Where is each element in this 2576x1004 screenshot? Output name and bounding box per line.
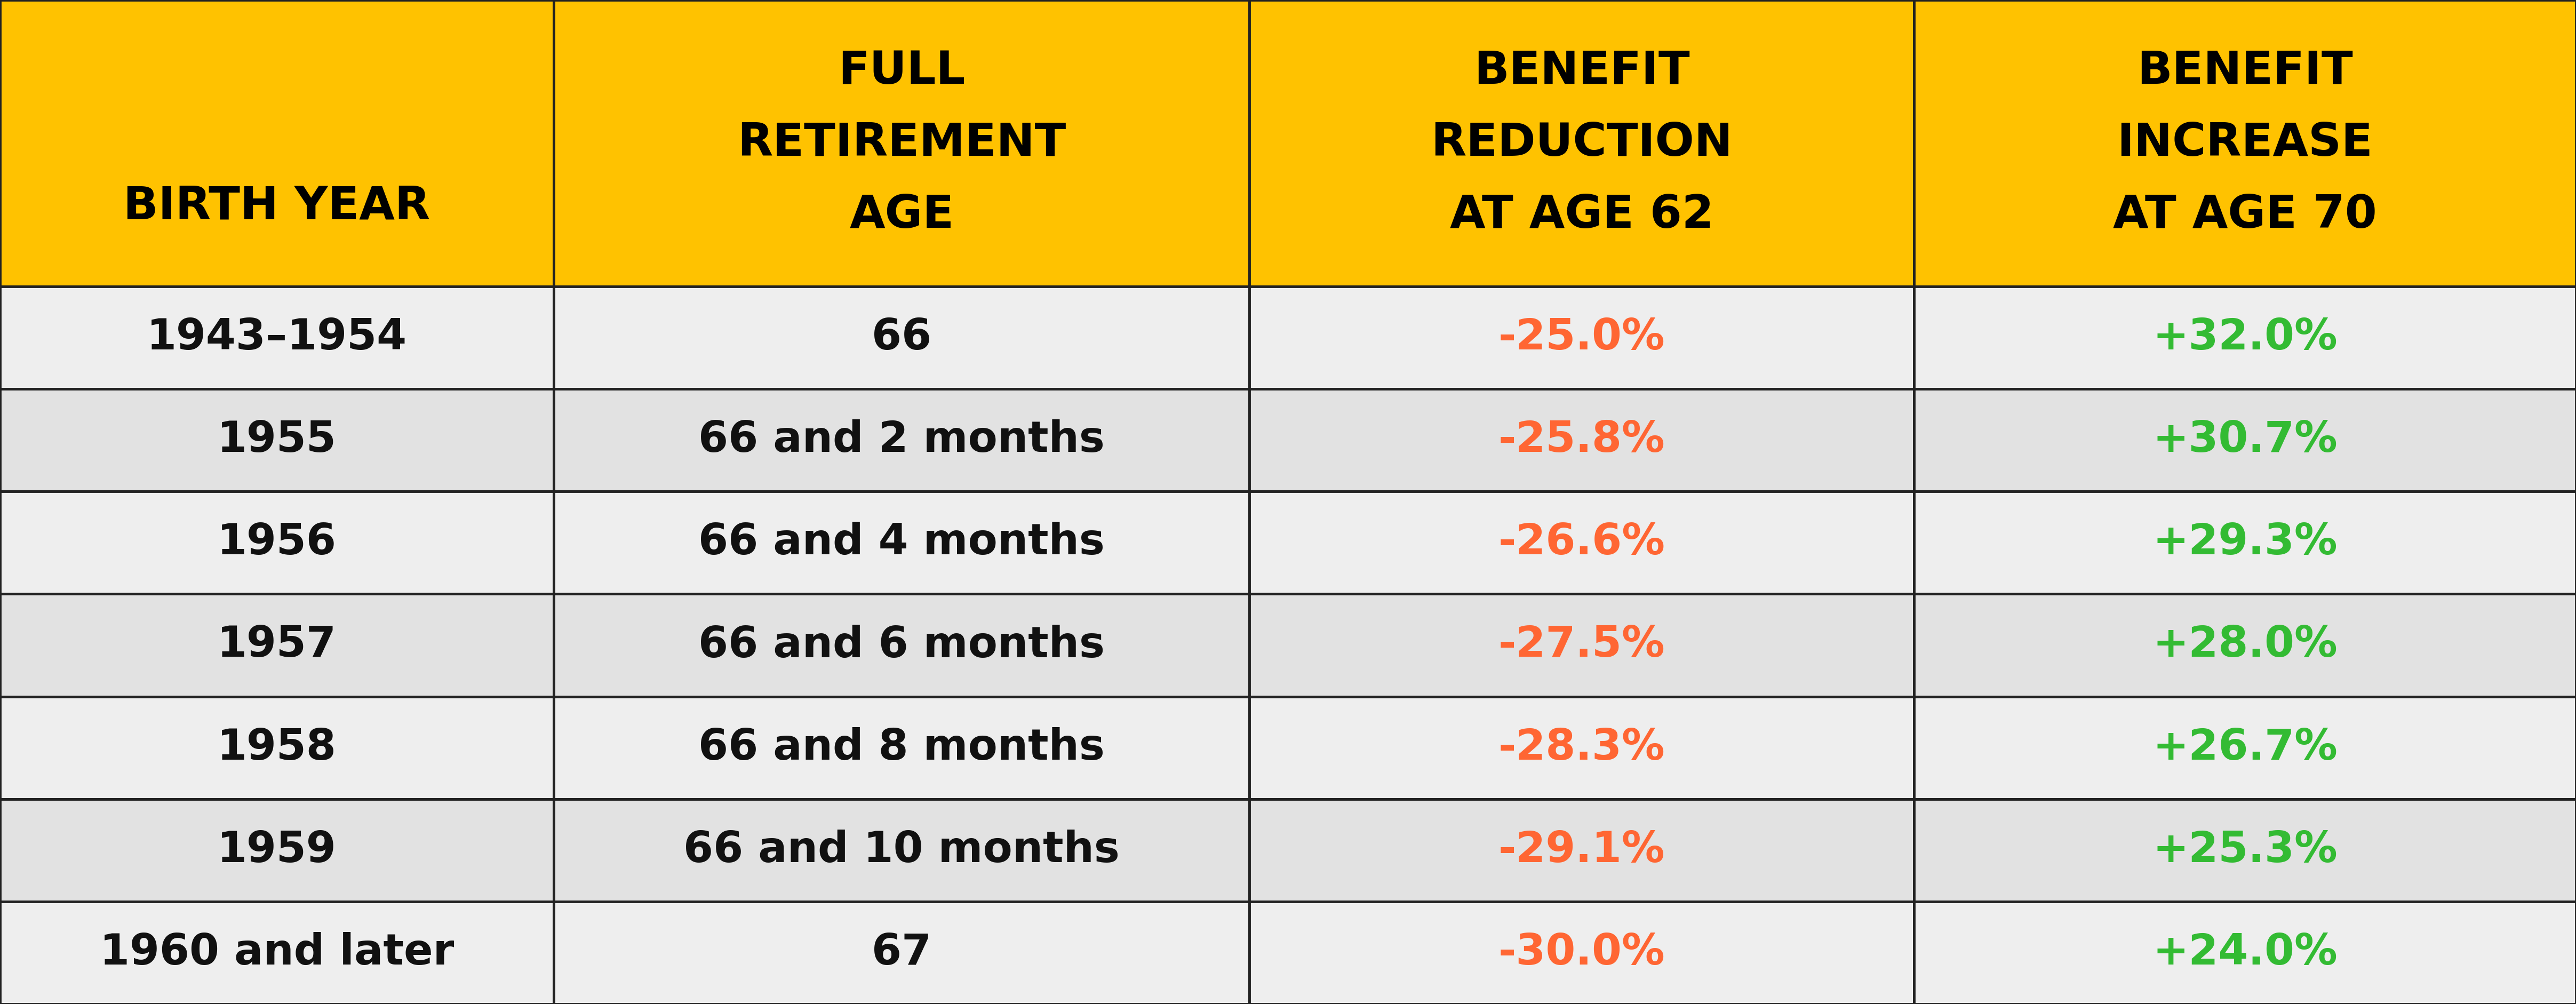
Text: -26.6%: -26.6% <box>1499 522 1664 563</box>
Bar <box>1249 491 1914 594</box>
Bar <box>554 491 1249 594</box>
Bar <box>1249 697 1914 799</box>
Bar <box>0 697 554 799</box>
Text: +29.3%: +29.3% <box>2154 522 2336 563</box>
Text: 66: 66 <box>871 317 933 358</box>
Bar <box>0 902 554 1004</box>
Text: 1955: 1955 <box>216 420 337 461</box>
Bar <box>1249 799 1914 902</box>
Bar <box>0 491 554 594</box>
Bar <box>554 902 1249 1004</box>
Text: 66 and 6 months: 66 and 6 months <box>698 624 1105 666</box>
Bar <box>0 799 554 902</box>
Text: +25.3%: +25.3% <box>2154 829 2336 871</box>
Text: -30.0%: -30.0% <box>1499 932 1664 974</box>
Bar <box>554 286 1249 389</box>
Text: 66 and 8 months: 66 and 8 months <box>698 727 1105 768</box>
Text: +26.7%: +26.7% <box>2154 727 2336 768</box>
Text: -28.3%: -28.3% <box>1499 727 1664 768</box>
Bar <box>1249 389 1914 491</box>
Bar <box>1914 697 2576 799</box>
Text: 66 and 4 months: 66 and 4 months <box>698 522 1105 563</box>
Text: 1943–1954: 1943–1954 <box>147 317 407 358</box>
Text: 67: 67 <box>871 932 933 974</box>
Text: -29.1%: -29.1% <box>1499 829 1664 871</box>
Text: FULL
RETIREMENT
AGE: FULL RETIREMENT AGE <box>737 49 1066 237</box>
Text: -25.0%: -25.0% <box>1499 317 1664 358</box>
Bar <box>1914 799 2576 902</box>
Bar <box>1914 491 2576 594</box>
Text: 1959: 1959 <box>216 829 337 871</box>
Text: BIRTH YEAR: BIRTH YEAR <box>124 184 430 228</box>
Text: +30.7%: +30.7% <box>2154 420 2336 461</box>
Bar <box>1249 902 1914 1004</box>
Bar <box>1914 0 2576 286</box>
Text: 66 and 2 months: 66 and 2 months <box>698 420 1105 461</box>
Bar <box>0 389 554 491</box>
Bar <box>554 0 1249 286</box>
Bar <box>0 594 554 697</box>
Bar <box>554 697 1249 799</box>
Bar <box>554 594 1249 697</box>
Bar <box>1914 286 2576 389</box>
Text: +32.0%: +32.0% <box>2154 317 2336 358</box>
Bar <box>1914 902 2576 1004</box>
Text: BENEFIT
INCREASE
AT AGE 70: BENEFIT INCREASE AT AGE 70 <box>2112 49 2378 237</box>
Text: 66 and 10 months: 66 and 10 months <box>683 829 1121 871</box>
Bar <box>1914 594 2576 697</box>
Bar <box>1249 286 1914 389</box>
Text: +28.0%: +28.0% <box>2154 624 2336 666</box>
Text: 1958: 1958 <box>216 727 337 768</box>
Bar <box>1249 594 1914 697</box>
Text: -25.8%: -25.8% <box>1499 420 1664 461</box>
Bar <box>1249 0 1914 286</box>
Text: BENEFIT
REDUCTION
AT AGE 62: BENEFIT REDUCTION AT AGE 62 <box>1430 49 1734 237</box>
Text: 1956: 1956 <box>216 522 337 563</box>
Text: 1957: 1957 <box>216 624 337 666</box>
Bar <box>0 286 554 389</box>
Text: 1960 and later: 1960 and later <box>100 932 453 974</box>
Bar <box>554 389 1249 491</box>
Text: +24.0%: +24.0% <box>2154 932 2336 974</box>
Bar <box>554 799 1249 902</box>
Text: -27.5%: -27.5% <box>1499 624 1664 666</box>
Bar <box>0 0 554 286</box>
Bar <box>1914 389 2576 491</box>
